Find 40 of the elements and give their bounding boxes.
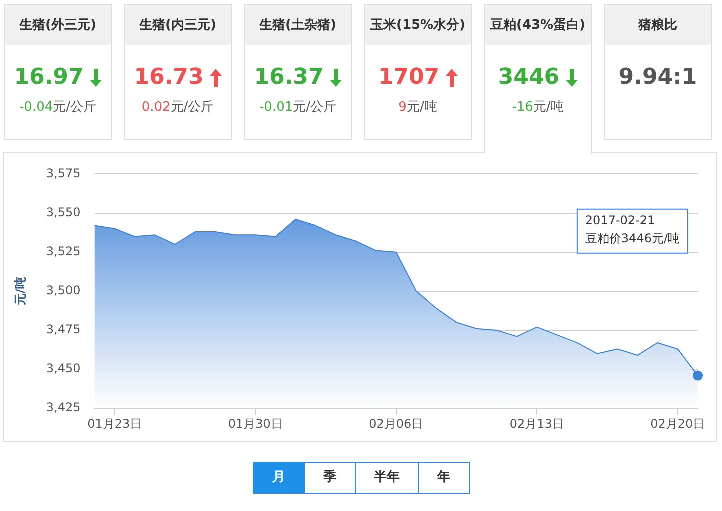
text: -0.04: [19, 100, 54, 115]
text: 元/公斤: [170, 100, 214, 115]
text: 元/吨: [406, 100, 438, 115]
y-tick-label: 3,525: [46, 244, 81, 258]
y-tick-label: 3,450: [46, 362, 81, 376]
text: 元/公斤: [293, 100, 337, 115]
y-tick-label: 3,575: [46, 166, 81, 180]
y-tick-label: 3,425: [46, 400, 81, 415]
text: 3446: [498, 65, 560, 90]
category-label: 豆粕(43%蛋白): [485, 5, 591, 45]
text: 月: [254, 463, 304, 493]
text: 16.37: [254, 65, 324, 90]
x-tick-label: 02月13日: [510, 416, 564, 431]
text: -16: [512, 100, 534, 115]
text: -0.01: [259, 100, 294, 115]
x-tick-label: 02月20日: [650, 416, 706, 431]
annotation: 2017-02-21 豆粕价3446元/吨: [585, 214, 680, 246]
text: 16.73: [134, 65, 204, 90]
category-label: 玉米(15%水分): [365, 5, 471, 45]
x-tick-label: 01月30日: [228, 416, 283, 431]
text: 9: [398, 100, 407, 115]
y-tick-label: 3,500: [46, 284, 81, 298]
text: 元/公斤: [53, 100, 97, 115]
y-tick-label: 3,475: [46, 322, 81, 337]
y-axis-title: 元/吨: [13, 277, 28, 307]
text: 0.02: [142, 100, 171, 115]
text: 16.97: [14, 65, 84, 90]
text: 元/吨: [533, 100, 564, 115]
category-label: 猪粮比: [605, 5, 711, 45]
text: 年: [418, 463, 469, 493]
text: 半年: [355, 463, 418, 493]
text: 季: [304, 463, 355, 493]
x-tick-label: 01月23日: [88, 416, 142, 431]
text: 1707: [378, 65, 440, 90]
x-tick-label: 02月06日: [369, 416, 424, 431]
text: 9.94:1: [618, 65, 698, 90]
category-label: 生猪(内三元): [125, 5, 231, 45]
category-label: 生猪(外三元): [5, 5, 111, 45]
y-tick-label: 3,550: [46, 205, 81, 220]
category-label: 生猪(土杂猪): [245, 5, 351, 45]
